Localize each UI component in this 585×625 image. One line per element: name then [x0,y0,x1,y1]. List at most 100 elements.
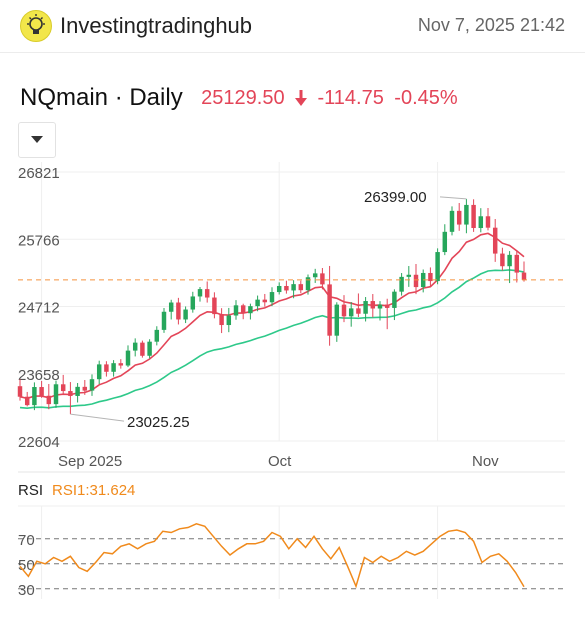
candle [96,360,102,385]
candle [46,383,52,410]
candle [456,203,462,231]
candle [327,265,332,346]
x-axis-labels: Sep 2025 Oct Nov [58,453,499,470]
candle [485,207,491,231]
rsi-grid [18,505,565,599]
candle [118,359,124,369]
y-tick-label: 23658 [18,367,60,384]
candle [356,293,361,318]
candle [183,306,188,324]
candle [75,383,80,403]
y-tick-label: 24712 [18,300,60,317]
candle [276,282,282,295]
candle [320,268,325,290]
candle [39,380,44,398]
x-tick-label: Nov [472,453,499,470]
candle [104,361,109,377]
candle [492,219,498,262]
candle [471,199,476,232]
high-leader [439,196,467,200]
candle [363,297,368,322]
candle [464,198,469,234]
brand-logo [20,10,52,42]
rsi-level-labels: 70 50 30 [18,532,35,599]
candle [89,374,95,396]
candle [478,208,484,233]
rsi-line [19,523,525,589]
timestamp: Nov 7, 2025 21:42 [417,15,565,35]
rsi-series-line [19,523,525,589]
candle [449,206,455,236]
moving-averages [19,232,525,410]
candle [413,263,419,295]
candle [60,374,66,395]
symbol-name[interactable]: NQmain · Daily [20,84,183,111]
candle [521,261,527,282]
candle [392,289,397,321]
candle [507,251,512,284]
y-tick-label: 22604 [18,434,60,451]
candles [17,198,527,415]
rsi-level-label: 70 [18,532,35,549]
lightbulb-icon [27,14,45,34]
low-leader [70,413,125,422]
y-tick-label: 26821 [18,165,60,182]
candle [53,380,59,408]
candle [24,391,30,407]
candle [312,268,318,283]
candle [269,287,275,307]
high-annotation: 26399.00 [364,189,427,206]
candle [298,280,304,294]
candle [370,294,376,318]
indicator-dropdown-button[interactable] [18,122,56,158]
candle [399,273,404,296]
candle [255,295,260,312]
candle [348,302,354,327]
top-bar: Investingtradinghub Nov 7, 2025 21:42 [0,0,585,53]
price-change-percent: -0.45% [394,86,458,109]
candle [17,379,23,401]
price-change: -114.75 [317,86,384,109]
candle [219,308,224,334]
x-tick-label: Sep 2025 [58,453,122,470]
candle [161,307,167,333]
chart-grid [18,162,565,473]
x-tick-label: Oct [268,453,292,470]
candle [190,291,196,313]
candle [428,267,433,287]
rsi-level-label: 50 [18,557,35,574]
candle [147,339,152,359]
candle [82,380,88,395]
candle [291,280,296,299]
candle [262,293,268,307]
candle [125,345,131,368]
candle [132,338,138,357]
candle [176,297,181,325]
candle [212,292,217,319]
candle [377,301,383,321]
rsi-title: RSI [18,482,44,499]
candle [68,382,73,415]
candle [233,300,239,320]
candle [240,303,246,320]
rsi-value: RSI1:31.624 [52,482,136,499]
candle [140,340,145,358]
symbol-header: NQmain · Daily 25129.50 -114.75 -0.45% [20,84,458,114]
candle [204,281,210,303]
candle [305,274,311,295]
candle [334,302,340,342]
brand-name: Investingtradinghub [60,13,253,38]
y-axis-labels: 26821 25766 24712 23658 22604 [18,165,60,451]
low-annotation: 23025.25 [127,414,190,431]
candle [111,360,116,377]
candle [384,298,390,330]
arrow-down-icon [295,90,308,106]
rsi-level-label: 30 [18,582,35,599]
candle [197,286,203,302]
candle [500,247,505,271]
ma-slow-line [19,269,525,410]
candle [32,382,37,411]
candle [341,295,347,323]
last-price: 25129.50 [201,86,285,109]
